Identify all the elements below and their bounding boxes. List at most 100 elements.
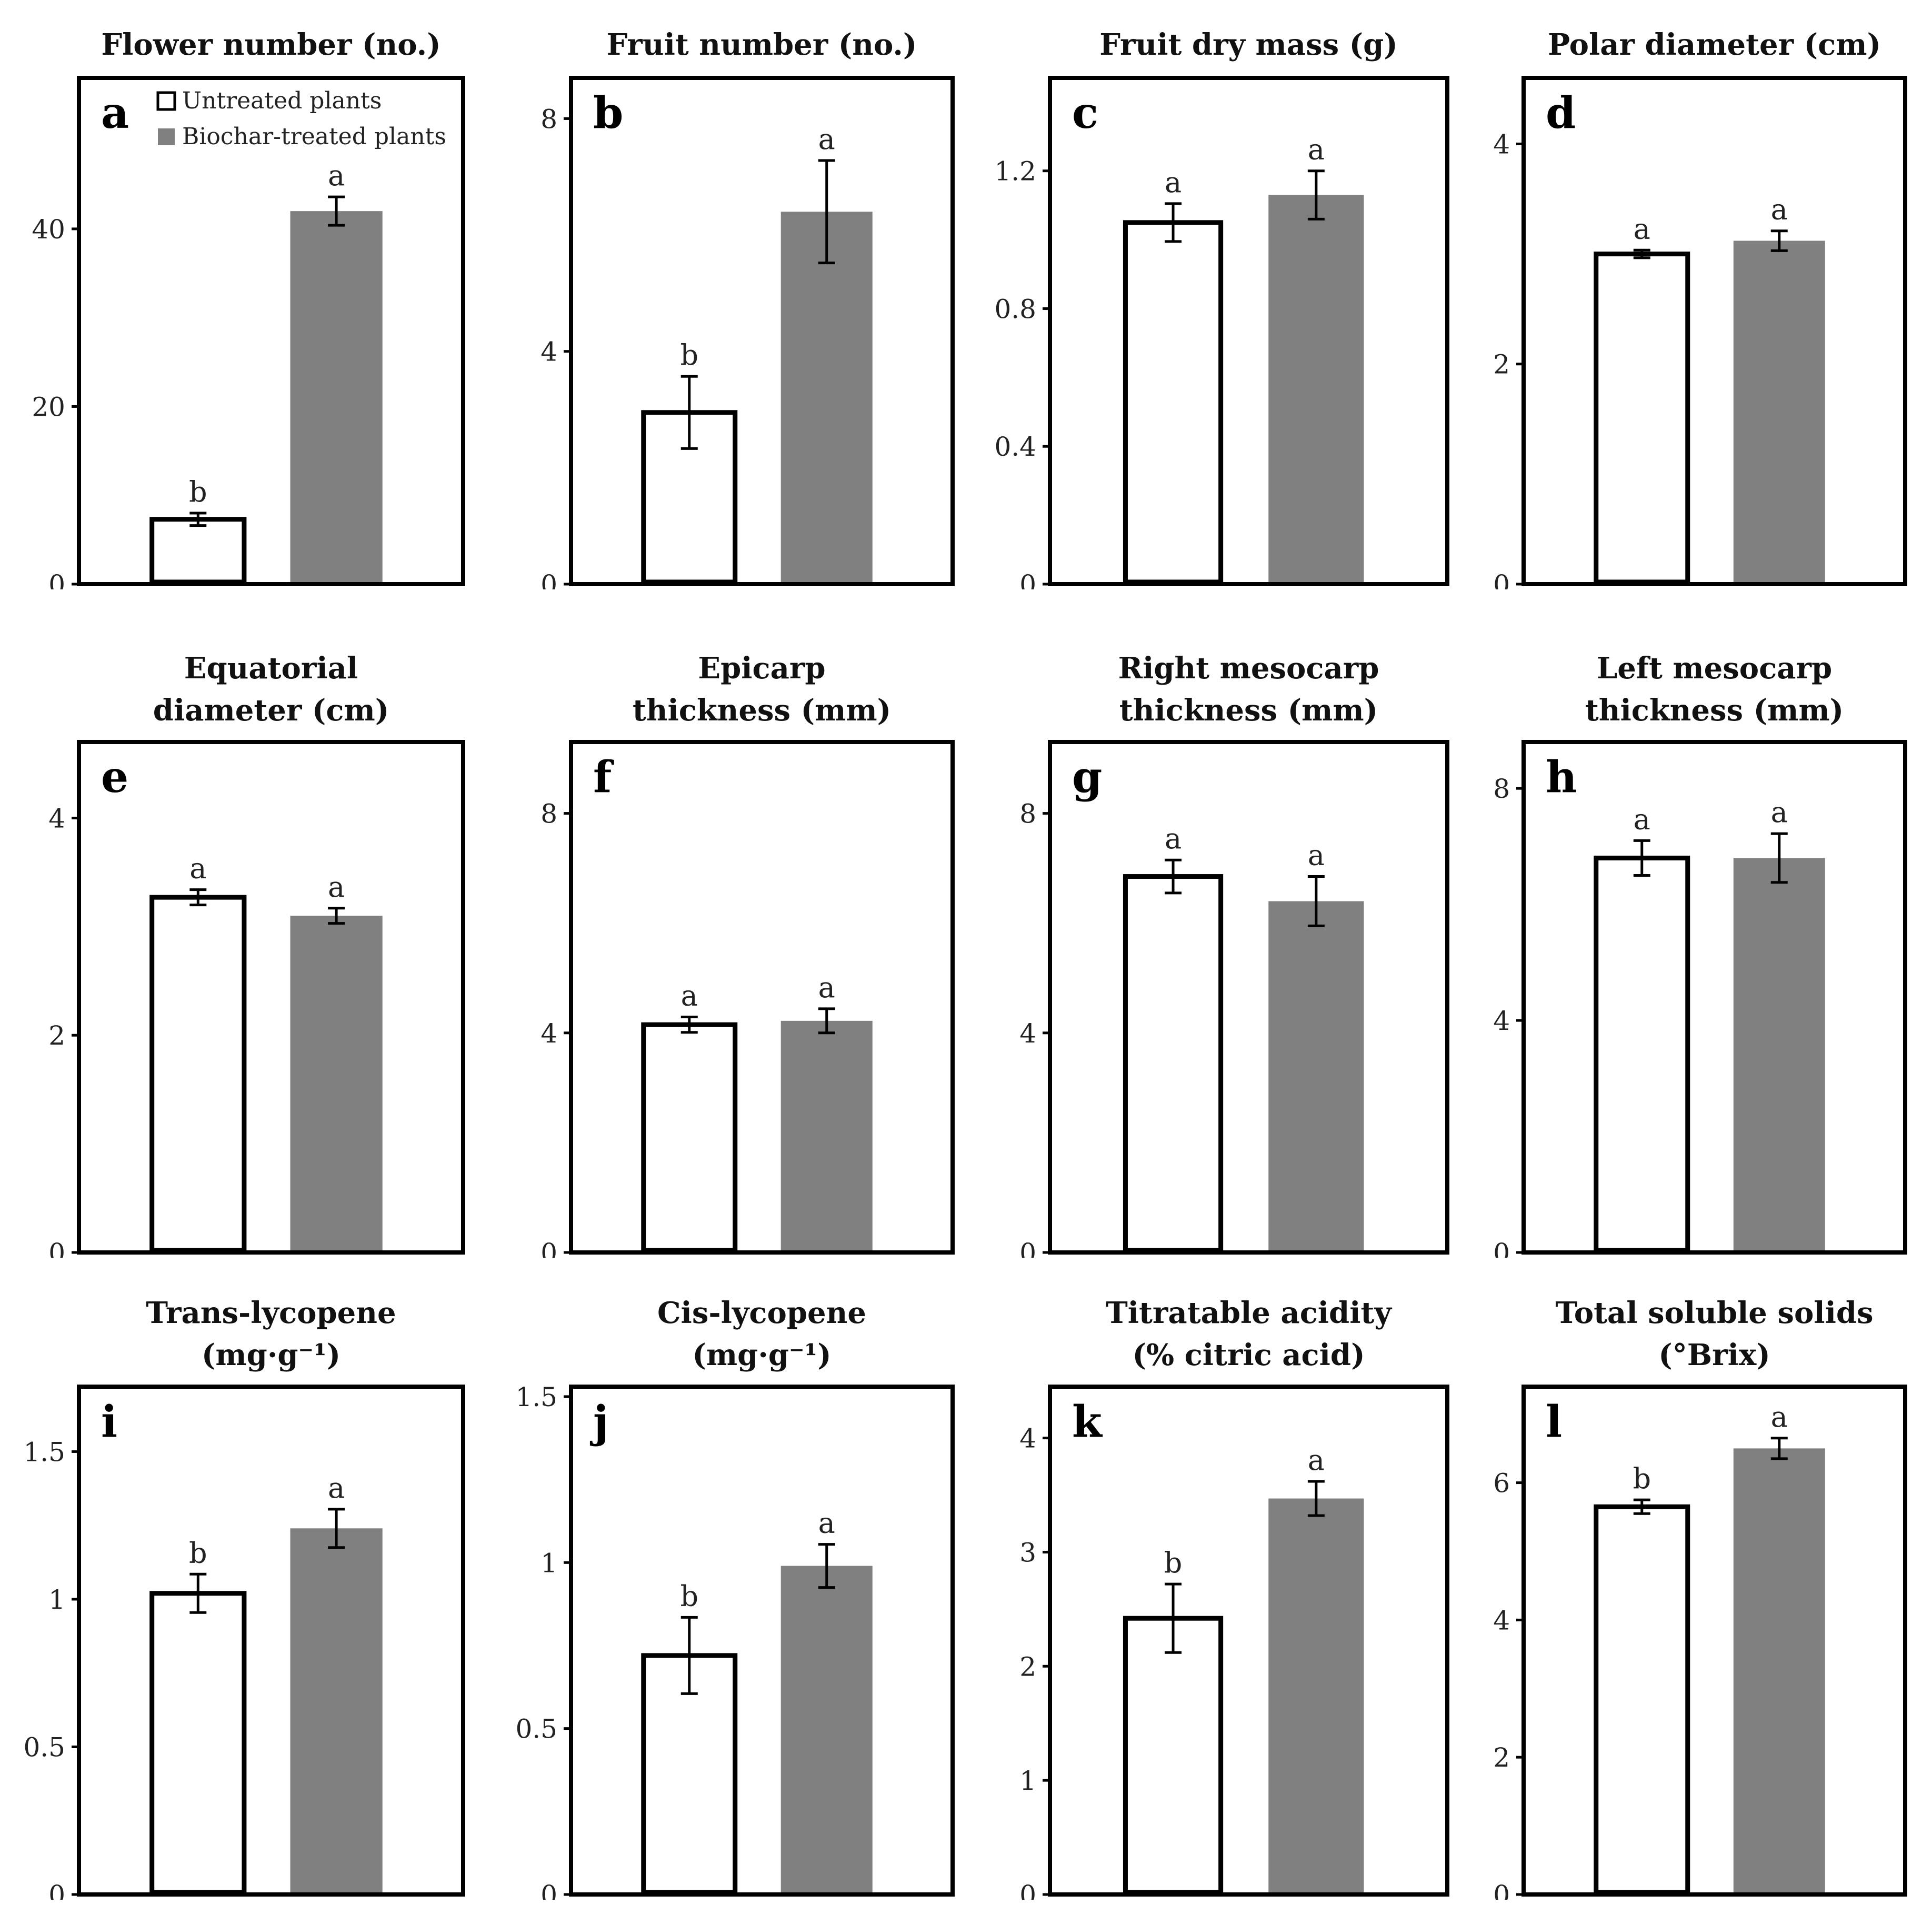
y-tick-label: 1 (540, 1548, 557, 1578)
bar-biochar-treated (1268, 901, 1364, 1250)
bar-biochar-treated (1268, 1498, 1364, 1892)
bar-untreated (1123, 1616, 1224, 1895)
plot-frame (1521, 1385, 1907, 1897)
panel-title-line: Left mesocarp (1596, 651, 1833, 686)
panel-title: Trans-lycopene (mg·g⁻¹) (16, 1292, 526, 1376)
y-tick-label: 4 (540, 337, 557, 367)
bar-biochar-treated (290, 916, 383, 1250)
panel-letter: i (101, 1397, 117, 1447)
panel-title: Equatorial diameter (cm) (16, 647, 526, 731)
plot-frame (1048, 740, 1449, 1255)
bar-untreated (1594, 252, 1690, 585)
error-bar (1307, 1480, 1325, 1517)
panel-letter: e (101, 752, 128, 803)
panel-title-line: Fruit dry mass (g) (1099, 27, 1398, 62)
bar-biochar-treated (780, 212, 873, 582)
y-tick-label: 0 (1493, 1238, 1510, 1258)
bar-chart-g: 0 4 8 g a a (1019, 740, 1449, 1258)
bar-chart-b: 0 4 8 b b a (540, 76, 955, 589)
panel-title-line: Total soluble solids (1555, 1296, 1874, 1330)
error-bar (1633, 248, 1650, 259)
panel-title-line: Cis-lycopene (657, 1296, 866, 1330)
significance-letter: a (328, 870, 345, 904)
y-tick-label: 2 (1493, 349, 1510, 380)
significance-letter: a (818, 123, 835, 156)
plot-frame (1521, 76, 1907, 586)
y-tick-label: 20 (32, 392, 65, 422)
plot-frame (77, 76, 465, 586)
bar-untreated (1123, 220, 1224, 585)
panel-title-line: diameter (cm) (153, 693, 389, 728)
panel-letter: d (1546, 88, 1576, 138)
panel-title: Left mesocarp thickness (mm) (1460, 647, 1932, 731)
y-tick-label: 4 (1019, 1423, 1036, 1454)
bar-chart-i: 0 0.5 1 1.5 i b a (23, 1385, 465, 1900)
y-tick-label: 0 (1493, 1880, 1510, 1900)
bar-chart-a: 0 20 40 a b a Untreated plants Biochar-treated … (32, 76, 465, 589)
bar-biochar-treated (1733, 240, 1825, 582)
panel-title-line: Right mesocarp (1118, 651, 1379, 686)
y-tick-label: 6 (1493, 1468, 1510, 1499)
significance-letter: a (1165, 822, 1182, 855)
significance-letter: b (1633, 1462, 1651, 1495)
panel-title-line: Trans-lycopene (146, 1296, 396, 1330)
significance-letter: a (1771, 796, 1788, 829)
panel-title-line: thickness (mm) (1119, 693, 1378, 728)
y-tick-label: 0.5 (515, 1714, 557, 1744)
y-tick-label: 4 (48, 803, 65, 834)
significance-letter: a (681, 979, 698, 1012)
y-tick-label: 0 (540, 569, 557, 589)
error-bar (189, 1572, 207, 1614)
bar-biochar-treated (1268, 195, 1364, 582)
significance-letter: b (189, 475, 207, 508)
plot-frame (1048, 76, 1449, 586)
significance-letter: a (1308, 1443, 1325, 1477)
y-tick-label: 0 (540, 1880, 557, 1900)
plot-frame (569, 76, 955, 586)
significance-letter: b (1164, 1546, 1183, 1579)
y-tick-label: 4 (1493, 1006, 1510, 1036)
y-tick-label: 40 (32, 214, 65, 245)
y-tick-label: 4 (540, 1018, 557, 1049)
panel-title-line: thickness (mm) (632, 693, 892, 728)
error-bar (1307, 169, 1325, 220)
error-bar (680, 1016, 698, 1034)
panel-letter: l (1546, 1397, 1562, 1447)
plot-frame (77, 1385, 465, 1897)
panel-title: Total soluble solids (°Brix) (1460, 1292, 1932, 1376)
panel-title-line: Polar diameter (cm) (1548, 27, 1881, 62)
panel-letter: k (1072, 1397, 1103, 1447)
panel-letter: h (1546, 752, 1577, 803)
y-tick-label: 1.5 (515, 1382, 557, 1412)
y-tick-label: 2 (1493, 1742, 1510, 1773)
panel-title-line: Flower number (no.) (101, 27, 441, 62)
y-tick-label: 0 (48, 569, 65, 589)
bar-untreated (641, 1022, 738, 1253)
error-bar (1165, 858, 1182, 895)
error-bar (189, 512, 207, 527)
y-tick-label: 8 (1493, 774, 1510, 804)
plot-frame (569, 1385, 955, 1897)
panel-title-line: Fruit number (no.) (606, 27, 917, 62)
y-tick-label: 0.5 (23, 1732, 65, 1762)
y-tick-label: 0.4 (994, 432, 1036, 462)
error-bar (328, 195, 345, 227)
y-tick-label: 8 (540, 799, 557, 829)
panel-title: Cis-lycopene (mg·g⁻¹) (508, 1292, 1016, 1376)
y-tick-label: 4 (1019, 1018, 1036, 1049)
error-bar (1307, 875, 1325, 927)
y-tick-label: 8 (540, 104, 557, 134)
error-bar (1770, 832, 1788, 884)
panel-letter: a (101, 88, 129, 138)
error-bar (328, 907, 345, 925)
error-bar (680, 1616, 698, 1695)
panel-title: Right mesocarp thickness (mm) (987, 647, 1510, 731)
panel-title: Polar diameter (cm) (1460, 24, 1932, 66)
bar-untreated (1594, 855, 1690, 1253)
bar-untreated (1123, 874, 1224, 1253)
bar-biochar-treated (1733, 858, 1825, 1250)
significance-letter: a (1308, 839, 1325, 872)
y-tick-label: 4 (1493, 1605, 1510, 1636)
error-bar (189, 888, 207, 907)
y-tick-label: 1.5 (23, 1437, 65, 1467)
